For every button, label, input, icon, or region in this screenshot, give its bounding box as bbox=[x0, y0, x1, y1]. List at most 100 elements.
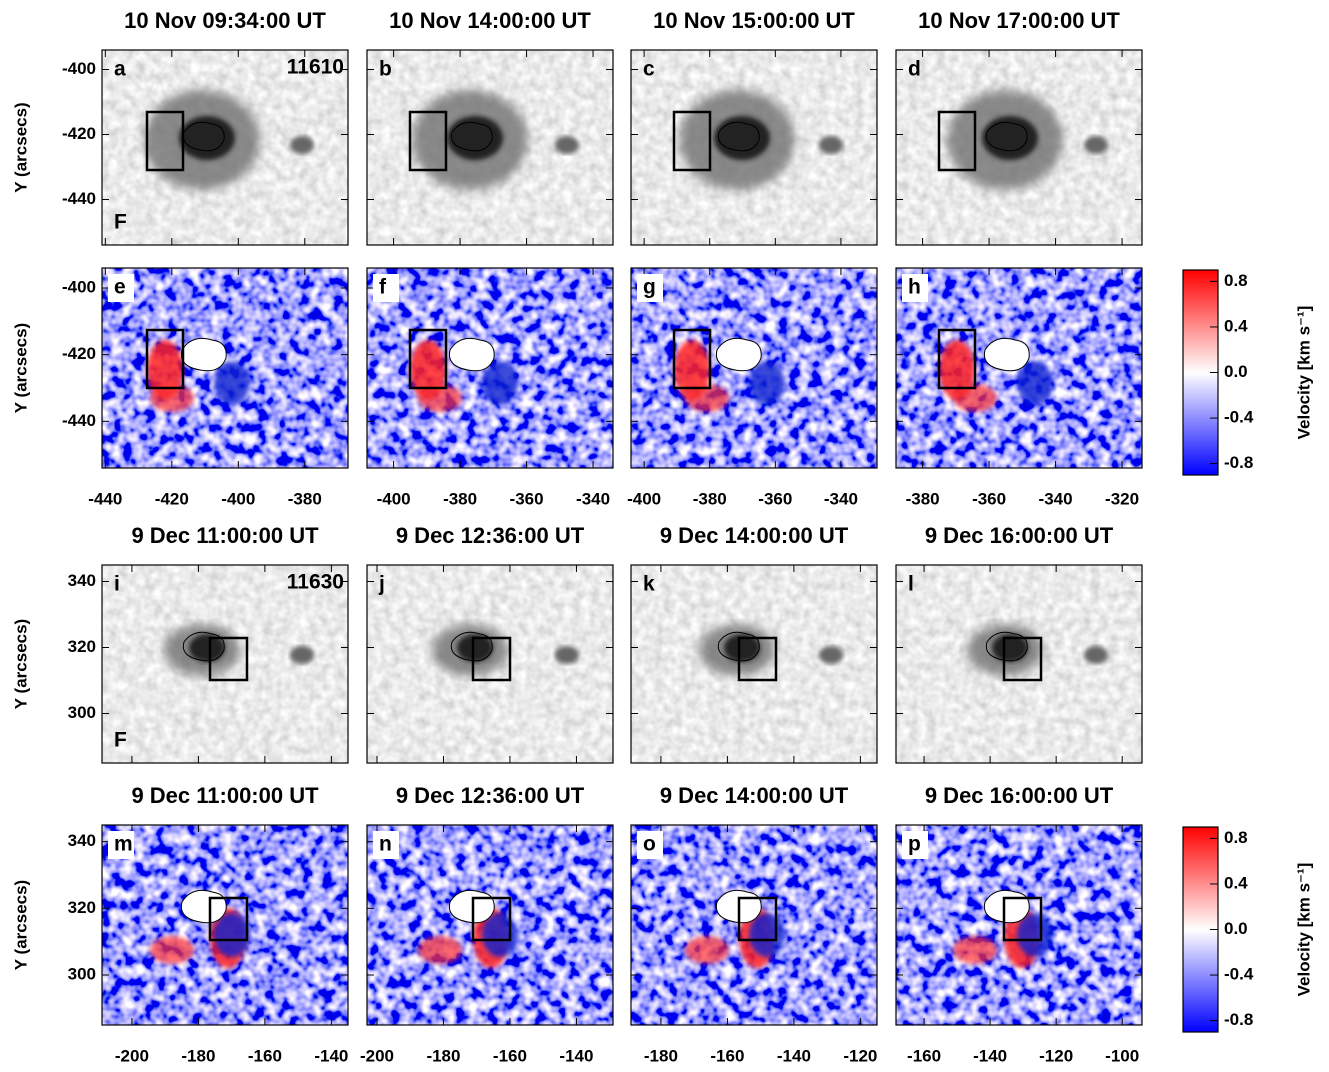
blueshift bbox=[214, 361, 250, 405]
x-tick-label: -140 bbox=[777, 1046, 811, 1065]
panel: o bbox=[630, 824, 878, 1026]
panel-title: 9 Dec 16:00:00 UT bbox=[925, 783, 1114, 808]
panel: m bbox=[101, 824, 349, 1026]
region-box bbox=[471, 896, 512, 942]
umbra-contour bbox=[450, 631, 493, 662]
colorbar-label: Velocity [km s⁻¹] bbox=[1294, 863, 1313, 997]
umbra bbox=[724, 634, 760, 662]
letter-box bbox=[902, 831, 928, 859]
region-box bbox=[408, 328, 448, 390]
y-tick-label: 340 bbox=[68, 571, 96, 590]
panel-image bbox=[896, 565, 1142, 763]
y-tick-label: -440 bbox=[62, 189, 96, 208]
x-tick-label: -160 bbox=[710, 1046, 744, 1065]
panel-title: 9 Dec 11:00:00 UT bbox=[131, 523, 319, 548]
panel-letter: k bbox=[643, 573, 655, 596]
x-tick-label: -180 bbox=[644, 1046, 678, 1065]
region-box bbox=[408, 110, 448, 172]
panel-letter: f bbox=[379, 276, 387, 299]
region-box bbox=[1002, 636, 1043, 682]
region-box bbox=[145, 328, 185, 390]
umbra-contour bbox=[450, 121, 493, 152]
panel-frame bbox=[630, 49, 878, 246]
umbra-mask bbox=[983, 337, 1030, 372]
panel-image bbox=[102, 50, 348, 245]
x-tick-label: -140 bbox=[314, 1046, 348, 1065]
panel-letter: a bbox=[114, 58, 126, 81]
pore bbox=[1084, 646, 1108, 664]
panel-frame bbox=[895, 49, 1143, 246]
x-tick-label: -200 bbox=[115, 1046, 149, 1065]
umbra-mask bbox=[715, 337, 762, 372]
region-box bbox=[737, 896, 778, 942]
redshift bbox=[685, 384, 729, 412]
panel-frame bbox=[366, 824, 614, 1026]
x-tick-label: -400 bbox=[221, 489, 255, 508]
pore bbox=[555, 646, 579, 664]
x-tick-label: -200 bbox=[360, 1046, 394, 1065]
x-tick-label: -180 bbox=[426, 1046, 460, 1065]
x-tick-label: -160 bbox=[493, 1046, 527, 1065]
umbra-contour bbox=[182, 631, 225, 662]
letter-box bbox=[902, 274, 928, 302]
colorbar-tick-label: -0.4 bbox=[1224, 408, 1254, 427]
panel-letter: n bbox=[379, 833, 392, 856]
panel: f bbox=[366, 267, 614, 469]
umbra-mask bbox=[180, 337, 227, 372]
x-tick-label: -360 bbox=[510, 489, 544, 508]
redshift bbox=[418, 384, 462, 412]
x-tick-label: -140 bbox=[973, 1046, 1007, 1065]
region-box bbox=[208, 636, 249, 682]
blueshift bbox=[749, 361, 785, 405]
y-tick-label: -420 bbox=[62, 344, 96, 363]
redshift bbox=[685, 936, 729, 964]
x-tick-label: -400 bbox=[377, 489, 411, 508]
panel-image bbox=[631, 268, 877, 468]
letter-box bbox=[108, 831, 134, 859]
colorbar-tick-label: 0.4 bbox=[1224, 316, 1248, 335]
x-tick-label: -340 bbox=[824, 489, 858, 508]
letter-box bbox=[108, 274, 134, 302]
region-number: 11630 bbox=[287, 571, 344, 594]
umbra-contour bbox=[182, 121, 225, 152]
panel-letter: l bbox=[908, 573, 914, 596]
panel-title: 9 Dec 16:00:00 UT bbox=[925, 523, 1114, 548]
y-axis-label: Y (arcsecs) bbox=[11, 102, 30, 192]
umbra-contour bbox=[717, 631, 760, 662]
colorbar-tick-label: 0.4 bbox=[1224, 873, 1248, 892]
umbra-mask bbox=[983, 889, 1030, 924]
region-box bbox=[672, 328, 712, 390]
y-tick-label: -400 bbox=[62, 59, 96, 78]
y-tick-label: -420 bbox=[62, 124, 96, 143]
panel-image bbox=[896, 268, 1142, 468]
panel: i 11630 F bbox=[101, 564, 349, 764]
panel-image bbox=[896, 50, 1142, 245]
umbra-contour bbox=[985, 631, 1028, 662]
region-box bbox=[1002, 896, 1043, 942]
panel-frame bbox=[366, 267, 614, 469]
pore bbox=[819, 646, 843, 664]
blueshift bbox=[482, 361, 518, 405]
x-tick-label: -160 bbox=[248, 1046, 282, 1065]
panel: c bbox=[630, 49, 878, 246]
pore bbox=[290, 136, 314, 154]
panel: l bbox=[895, 564, 1143, 764]
region-box bbox=[145, 110, 185, 172]
region-box bbox=[208, 896, 249, 942]
x-tick-label: -340 bbox=[576, 489, 610, 508]
x-tick-label: -340 bbox=[1039, 489, 1073, 508]
panel-letter: h bbox=[908, 276, 921, 299]
umbra-mask bbox=[180, 889, 227, 924]
panel-flag: F bbox=[114, 729, 127, 752]
region-box bbox=[471, 636, 512, 682]
umbra bbox=[982, 116, 1038, 160]
redshift bbox=[150, 936, 194, 964]
panel-image bbox=[896, 825, 1142, 1025]
panel-letter: m bbox=[114, 833, 133, 856]
colorbar-label: Velocity [km s⁻¹] bbox=[1294, 306, 1313, 440]
panel-frame bbox=[101, 49, 349, 246]
umbra-mask bbox=[448, 337, 495, 372]
panel-frame bbox=[366, 564, 614, 764]
y-tick-label: 300 bbox=[68, 703, 96, 722]
x-tick-label: -140 bbox=[559, 1046, 593, 1065]
